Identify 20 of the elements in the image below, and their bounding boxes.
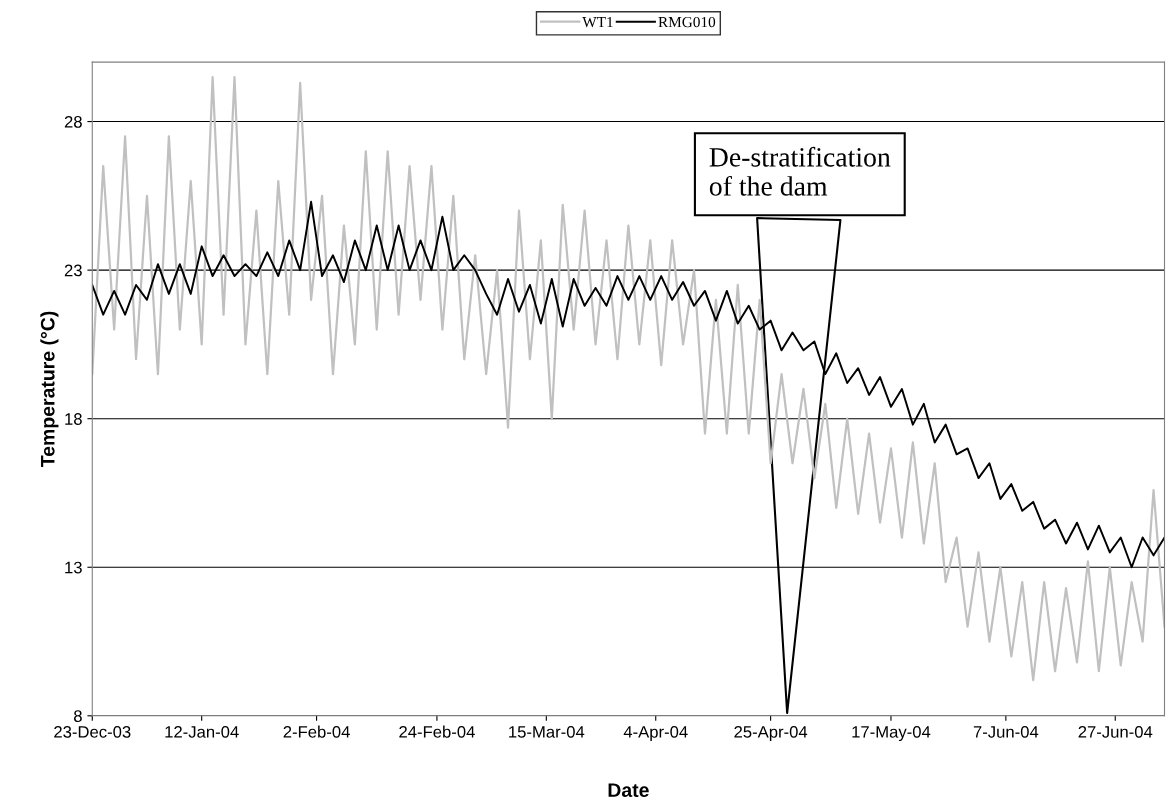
x-tick-label: 27-Jun-04 xyxy=(1078,725,1153,738)
legend-label: RMG010 xyxy=(658,16,716,28)
x-tick-label: 17-May-04 xyxy=(852,725,931,742)
y-tick-label: 28 xyxy=(64,115,82,128)
annotation: De-stratification of the dam xyxy=(709,146,891,196)
y-tick-label: 23 xyxy=(64,264,82,277)
x-tick-label: 25-Apr-04 xyxy=(734,725,808,742)
y-tick-label: 8 xyxy=(74,710,82,723)
x-axis-title: Date xyxy=(608,783,649,798)
x-tick-label: 7-Jun-04 xyxy=(973,725,1039,738)
legend-label: WT1 xyxy=(582,16,613,28)
x-tick-label: 24-Feb-04 xyxy=(399,725,475,738)
x-tick-label: 12-Jan-04 xyxy=(165,725,239,738)
y-axis-title: Temperature (°C) xyxy=(40,311,59,468)
x-tick-label: 15-Mar-04 xyxy=(509,725,585,738)
y-tick-label: 13 xyxy=(65,561,82,574)
x-tick-label: 4-Apr-04 xyxy=(623,725,688,742)
y-tick-label: 18 xyxy=(65,413,82,425)
x-tick-label: 23-Dec-03 xyxy=(54,725,131,738)
x-tick-label: 2-Feb-04 xyxy=(283,725,350,738)
